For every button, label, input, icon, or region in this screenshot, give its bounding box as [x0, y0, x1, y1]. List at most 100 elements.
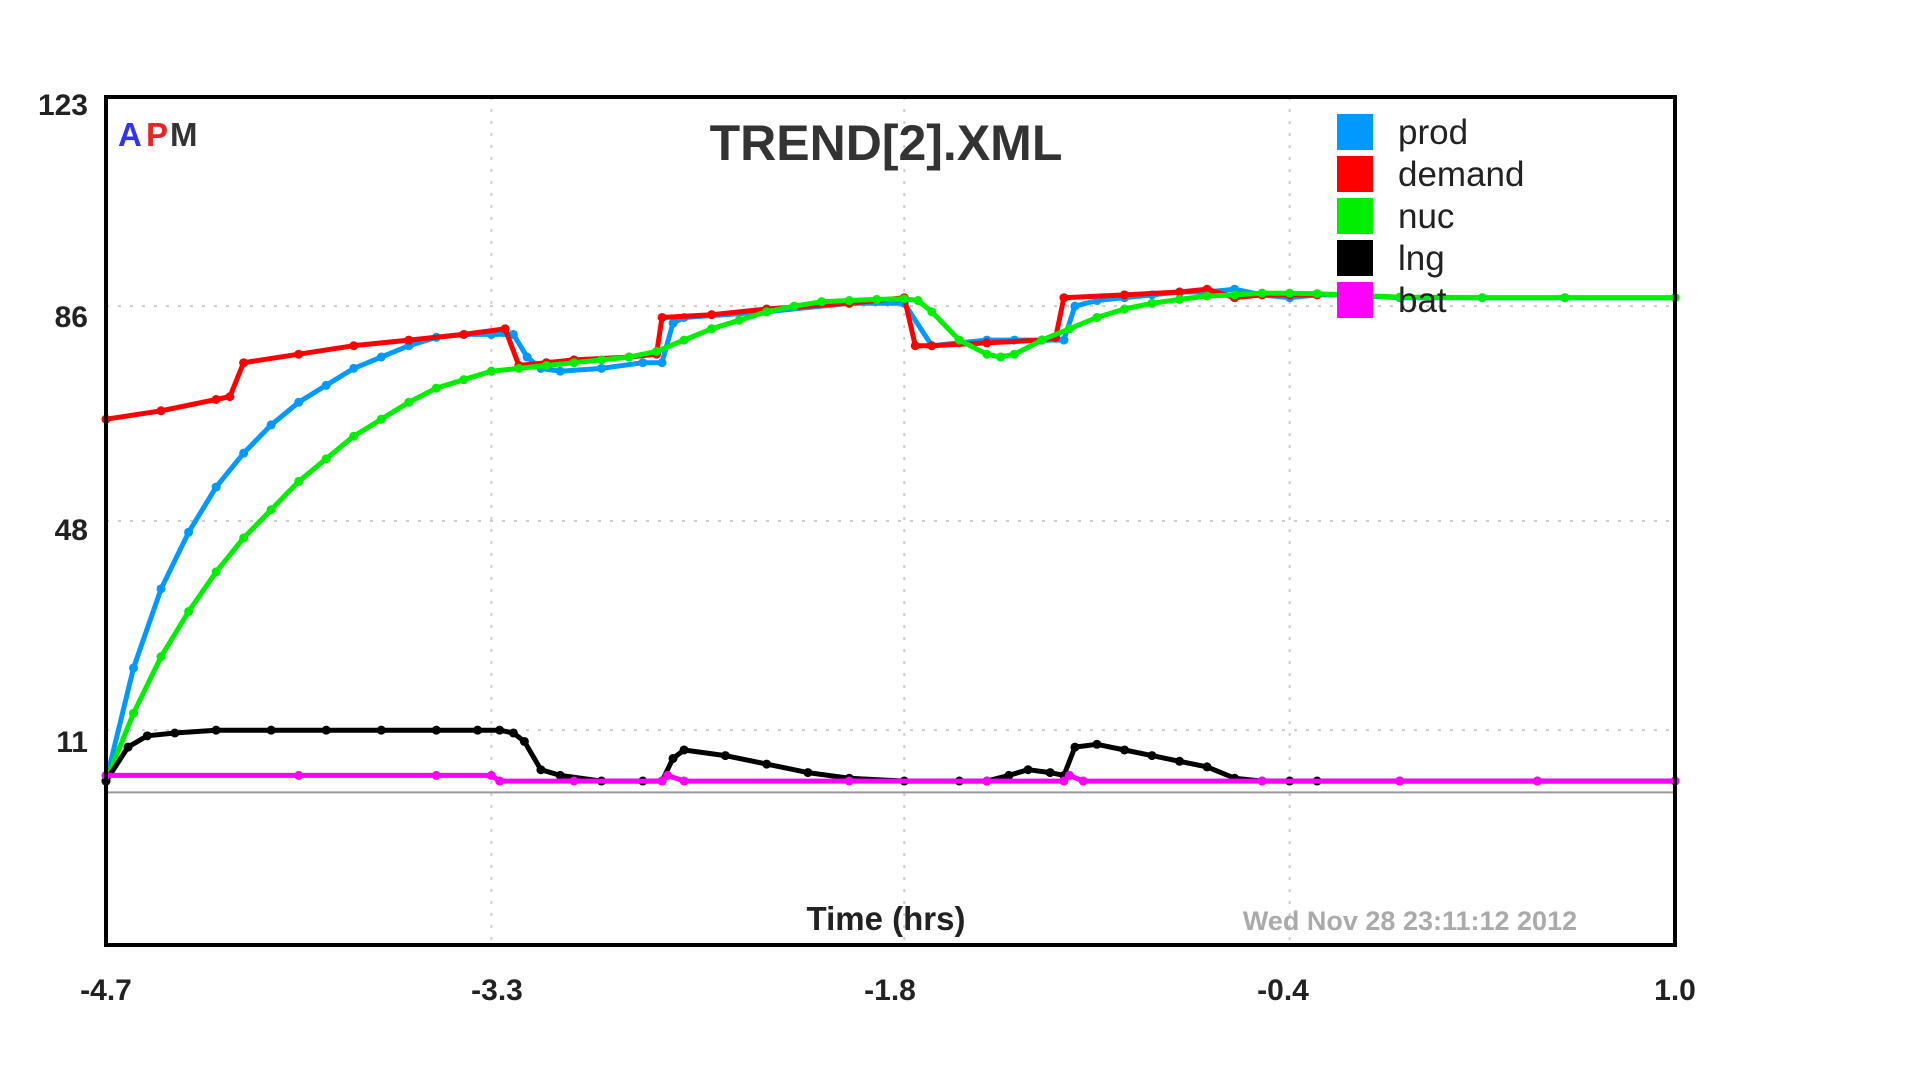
data-point-nuc — [266, 505, 276, 515]
data-point-nuc — [734, 315, 744, 325]
legend-label: lng — [1398, 239, 1445, 278]
data-point-lng — [536, 765, 546, 775]
data-point-nuc — [321, 454, 331, 464]
legend-label: prod — [1398, 113, 1468, 152]
data-point-nuc — [1257, 288, 1267, 298]
legend-swatch — [1337, 198, 1373, 234]
data-point-nuc — [927, 307, 937, 317]
data-point-nuc — [996, 352, 1006, 362]
data-point-lng — [211, 725, 221, 735]
data-point-prod — [129, 663, 139, 673]
data-point-nuc — [569, 358, 579, 368]
data-point-lng — [1004, 770, 1014, 780]
data-point-prod — [638, 358, 648, 368]
data-point-nuc — [129, 708, 139, 718]
data-point-bat — [1532, 776, 1542, 786]
legend-swatch — [1337, 156, 1373, 192]
data-point-demand — [707, 310, 717, 320]
data-point-lng — [1070, 742, 1080, 752]
data-point-lng — [679, 745, 689, 755]
data-point-nuc — [954, 335, 964, 345]
x-tick-label: -3.3 — [471, 974, 523, 1007]
data-point-nuc — [294, 476, 304, 486]
data-point-nuc — [913, 296, 923, 306]
data-point-demand — [657, 312, 667, 322]
data-point-lng — [266, 725, 276, 735]
data-point-bat — [1064, 770, 1074, 780]
data-point-lng — [1119, 745, 1129, 755]
data-point-nuc — [156, 652, 166, 662]
data-point-nuc — [872, 294, 882, 304]
data-point-lng — [376, 725, 386, 735]
data-point-demand — [1059, 293, 1069, 303]
data-point-nuc — [431, 383, 441, 393]
data-point-lng — [519, 736, 529, 746]
data-point-nuc — [184, 606, 194, 616]
data-point-bat — [844, 776, 854, 786]
data-point-demand — [225, 392, 235, 402]
y-tick-label: 48 — [55, 514, 88, 547]
data-point-bat — [569, 776, 579, 786]
data-point-demand — [239, 358, 249, 368]
logo-letter-m: M — [170, 116, 198, 153]
legend-label: bat — [1398, 281, 1447, 320]
data-point-lng — [431, 725, 441, 735]
legend-swatch — [1337, 282, 1373, 318]
series-line-lng — [103, 727, 1675, 784]
data-point-lng — [555, 770, 565, 780]
data-point-lng — [170, 728, 180, 738]
data-point-lng — [142, 731, 152, 741]
data-point-bat — [663, 770, 673, 780]
data-point-bat — [982, 776, 992, 786]
data-point-demand — [982, 338, 992, 348]
x-axis-label: Time (hrs) — [807, 900, 966, 937]
data-point-bat — [495, 776, 505, 786]
data-point-lng — [495, 725, 505, 735]
data-point-prod — [294, 397, 304, 407]
data-point-demand — [910, 341, 920, 351]
data-point-prod — [211, 482, 221, 492]
data-point-nuc — [1175, 294, 1185, 304]
data-point-nuc — [679, 335, 689, 345]
data-point-demand — [1175, 287, 1185, 297]
data-point-lng — [1202, 762, 1212, 772]
y-tick-label: 11 — [56, 726, 88, 759]
data-point-nuc — [1092, 312, 1102, 322]
series-line-nuc — [103, 290, 1675, 783]
data-point-prod — [1059, 335, 1069, 345]
apm-logo: A P M — [118, 116, 198, 153]
data-point-demand — [1202, 284, 1212, 294]
data-point-prod — [266, 420, 276, 430]
data-point-prod — [349, 363, 359, 373]
y-tick-label: 86 — [55, 301, 88, 334]
data-point-nuc — [514, 363, 524, 373]
data-point-prod — [239, 448, 249, 458]
data-point-lng — [1023, 765, 1033, 775]
data-point-nuc — [1230, 290, 1240, 300]
data-point-demand — [404, 335, 414, 345]
data-point-nuc — [844, 296, 854, 306]
data-point-nuc — [1202, 291, 1212, 301]
data-point-lng — [1045, 768, 1055, 778]
data-point-demand — [500, 324, 510, 334]
data-point-bat — [1059, 776, 1069, 786]
chart-title: TREND[2].XML — [710, 115, 1063, 171]
data-point-nuc — [1064, 324, 1074, 334]
data-point-lng — [321, 725, 331, 735]
data-point-prod — [668, 318, 678, 328]
data-point-prod — [657, 358, 667, 368]
data-point-lng — [1092, 739, 1102, 749]
data-point-nuc — [349, 431, 359, 441]
legend-swatch — [1337, 240, 1373, 276]
data-point-lng — [508, 728, 518, 738]
data-point-nuc — [1285, 288, 1295, 298]
data-point-lng — [720, 751, 730, 761]
data-point-demand — [459, 329, 469, 339]
data-point-lng — [803, 768, 813, 778]
x-axis-ticks: -4.7 -3.3 -1.8 -0.4 1.0 — [80, 974, 1696, 1007]
data-point-bat — [486, 770, 496, 780]
series-layer — [101, 284, 1680, 786]
series-bat — [101, 770, 1680, 786]
data-point-prod — [508, 329, 518, 339]
legend-swatch — [1337, 114, 1373, 150]
